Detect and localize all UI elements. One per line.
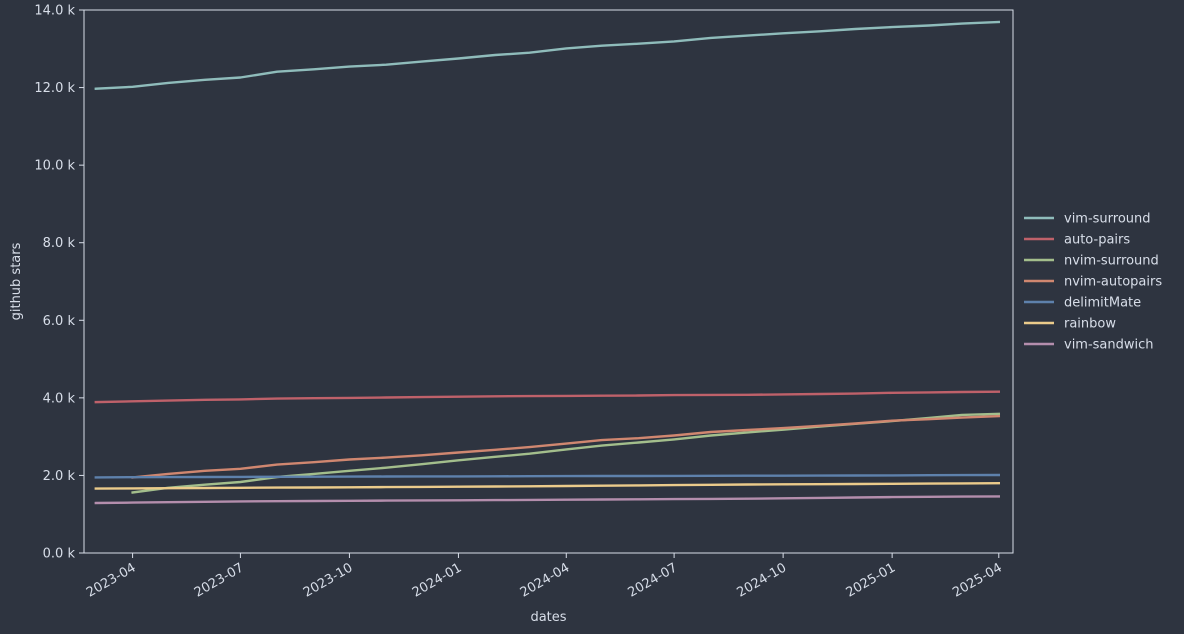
x-axis: 2023-04 2023-07 2023-10 2024-01 2024-04 2024-…: [84, 553, 1005, 601]
x-tick-label: 2023-04: [84, 560, 139, 600]
series-line-delimitMate: [94, 473, 1001, 479]
legend-item-vim-sandwich: vim-sandwich: [1024, 338, 1154, 353]
legend: vim-surround auto-pairs nvim-surround nvim-…: [1024, 212, 1162, 353]
legend-label: vim-surround: [1064, 212, 1151, 227]
x-tick-label: 2025-04: [950, 560, 1005, 600]
y-tick-label: 2.0 k: [43, 469, 76, 484]
legend-item-delimitMate: delimitMate: [1024, 296, 1141, 311]
legend-item-vim-surround: vim-surround: [1024, 212, 1151, 227]
series-line-vim-sandwich: [94, 495, 1001, 505]
x-tick-label: 2024-01: [410, 560, 465, 600]
legend-item-nvim-autopairs: nvim-autopairs: [1024, 275, 1162, 290]
legend-item-nvim-surround: nvim-surround: [1024, 254, 1159, 269]
legend-label: auto-pairs: [1064, 233, 1130, 248]
x-tick-label: 2025-01: [844, 560, 899, 600]
x-axis-title: dates: [530, 610, 566, 625]
legend-label: delimitMate: [1064, 296, 1141, 311]
legend-item-rainbow: rainbow: [1024, 317, 1116, 332]
series-layer: [94, 20, 1001, 505]
y-tick-label: 10.0 k: [34, 159, 75, 174]
x-tick-label: 2024-07: [626, 560, 681, 600]
y-axis-title: github stars: [9, 242, 24, 320]
series-line-rainbow: [94, 481, 1001, 490]
x-tick-label: 2023-07: [192, 560, 247, 600]
y-axis: 0.0 k 2.0 k 4.0 k 6.0 k 8.0 k 10.0 k 12.0 k 14.…: [34, 4, 84, 562]
x-tick-label: 2023-10: [301, 560, 356, 600]
y-tick-label: 4.0 k: [43, 391, 76, 406]
y-tick-label: 14.0 k: [34, 4, 75, 19]
series-line-nvim-surround: [131, 412, 1001, 494]
series-line-nvim-autopairs: [131, 414, 1001, 479]
x-tick-label: 2024-10: [735, 560, 790, 600]
y-tick-label: 12.0 k: [34, 81, 75, 96]
series-line-auto-pairs: [94, 390, 1001, 404]
legend-label: nvim-surround: [1064, 254, 1159, 269]
y-tick-label: 8.0 k: [43, 236, 76, 251]
legend-item-auto-pairs: auto-pairs: [1024, 233, 1130, 248]
y-tick-label: 6.0 k: [43, 314, 76, 329]
x-tick-label: 2024-04: [518, 560, 573, 600]
series-line-vim-surround: [94, 20, 1001, 90]
legend-label: vim-sandwich: [1064, 338, 1154, 353]
y-tick-label: 0.0 k: [43, 547, 76, 562]
legend-label: nvim-autopairs: [1064, 275, 1162, 290]
plot-area: [83, 9, 1014, 554]
legend-label: rainbow: [1064, 317, 1116, 332]
